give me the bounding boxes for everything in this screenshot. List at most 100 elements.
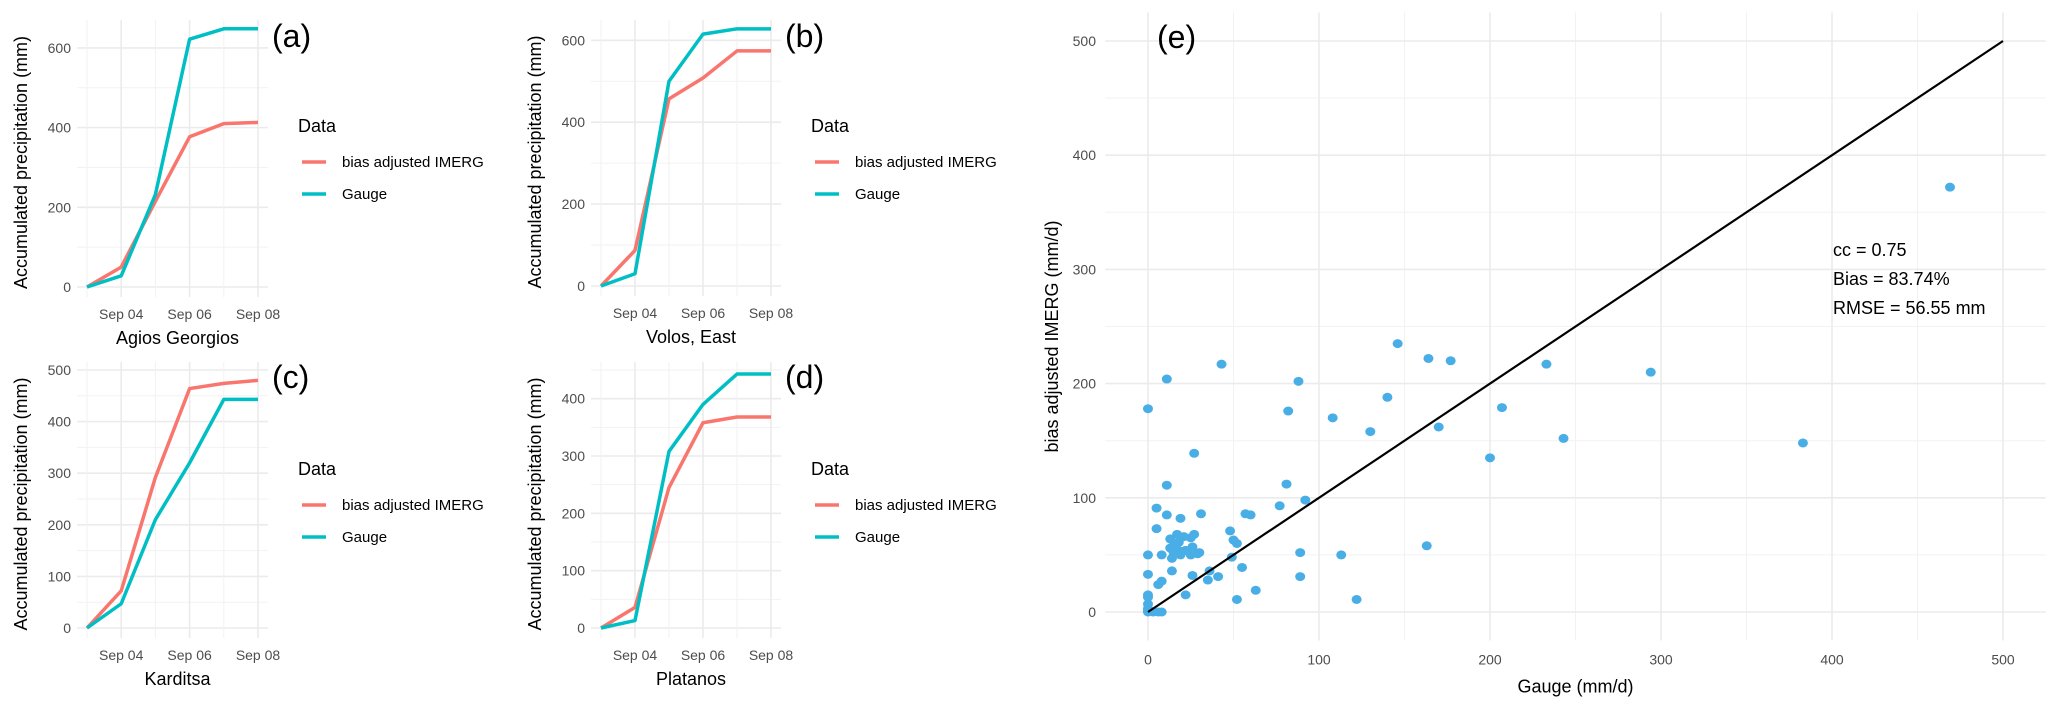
scatter-point bbox=[1225, 526, 1236, 536]
legend-label-imerg: bias adjusted IMERG bbox=[855, 497, 997, 514]
x-tick-label: Sep 06 bbox=[167, 306, 212, 322]
scatter-point bbox=[1295, 572, 1306, 582]
scatter-point bbox=[1327, 413, 1338, 423]
y-tick-label: 0 bbox=[577, 278, 585, 294]
panel-b-accumulated-volos-east: 0 200 400 600 Sep 04 Sep 06 Sep 08 Volos, East A… bbox=[525, 18, 997, 347]
y-tick-label: 0 bbox=[63, 279, 71, 295]
scatter-point bbox=[1392, 339, 1403, 349]
x-tick-label: Sep 08 bbox=[749, 305, 794, 321]
scatter-point bbox=[1231, 594, 1242, 604]
panel-label: (a) bbox=[272, 18, 311, 54]
scatter-point bbox=[1202, 575, 1213, 585]
series-line-gauge bbox=[600, 372, 771, 630]
series-line-gauge bbox=[86, 27, 258, 289]
scatter-point bbox=[1351, 594, 1362, 604]
scatter-point bbox=[1161, 510, 1172, 520]
scatter-point bbox=[1541, 359, 1552, 369]
scatter-point bbox=[1161, 480, 1172, 490]
scatter-point bbox=[1445, 356, 1456, 366]
x-tick-label: Sep 04 bbox=[99, 647, 144, 663]
legend-label-gauge: Gauge bbox=[855, 529, 900, 546]
y-tick-label: 100 bbox=[48, 568, 72, 584]
scatter-point bbox=[1250, 585, 1261, 595]
panel-label: (e) bbox=[1157, 19, 1196, 55]
panel-a-accumulated-agios-georgios: 0 200 400 600 Sep 04 Sep 06 Sep 08 Agios Georgi… bbox=[11, 18, 484, 348]
scatter-point bbox=[1558, 433, 1569, 443]
legend-label-imerg: bias adjusted IMERG bbox=[342, 497, 484, 514]
legend-label-gauge: Gauge bbox=[342, 529, 387, 546]
scatter-point bbox=[1423, 353, 1434, 363]
scatter-point bbox=[1421, 541, 1432, 551]
x-axis-title: Gauge (mm/d) bbox=[1517, 677, 1633, 697]
legend-label-gauge: Gauge bbox=[342, 186, 387, 203]
x-axis-title: Platanos bbox=[656, 669, 726, 689]
x-tick-label: 300 bbox=[1649, 652, 1673, 668]
panel-c-accumulated-karditsa: 0 100 200 300 400 500 Sep 04 Sep 06 Sep 08 Kardit… bbox=[11, 359, 484, 689]
y-tick-label: 0 bbox=[577, 620, 585, 636]
x-tick-label: 400 bbox=[1820, 652, 1844, 668]
y-tick-label: 600 bbox=[562, 32, 586, 48]
scatter-point bbox=[1382, 392, 1393, 402]
scatter-point bbox=[1283, 406, 1294, 416]
legend-title: Data bbox=[298, 116, 337, 136]
scatter-point bbox=[1156, 576, 1167, 586]
scatter-point bbox=[1194, 548, 1205, 558]
x-tick-label: 0 bbox=[1144, 652, 1152, 668]
series-line-imerg bbox=[600, 415, 771, 630]
x-tick-label: Sep 08 bbox=[236, 647, 281, 663]
scatter-point bbox=[1295, 548, 1306, 558]
scatter-point bbox=[1189, 529, 1200, 539]
scatter-point bbox=[1175, 513, 1186, 523]
scatter-point bbox=[1187, 570, 1198, 580]
y-tick-label: 100 bbox=[562, 563, 586, 579]
x-axis-title: Volos, East bbox=[646, 327, 736, 347]
scatter-point bbox=[1143, 404, 1153, 414]
legend-title: Data bbox=[298, 459, 337, 479]
scatter-point bbox=[1797, 438, 1808, 448]
panel-label: (b) bbox=[785, 18, 824, 54]
y-axis-title: Accumulated precipitation (mm) bbox=[525, 377, 545, 630]
y-tick-label: 400 bbox=[48, 414, 72, 430]
scatter-point bbox=[1143, 550, 1153, 560]
scatter-point bbox=[1293, 376, 1304, 386]
x-tick-label: Sep 06 bbox=[681, 305, 726, 321]
y-axis-title: Accumulated precipitation (mm) bbox=[11, 377, 31, 630]
y-tick-label: 400 bbox=[562, 114, 586, 130]
y-tick-label: 200 bbox=[48, 517, 72, 533]
x-tick-label: Sep 04 bbox=[613, 305, 658, 321]
scatter-point bbox=[1237, 562, 1248, 572]
y-tick-label: 300 bbox=[1073, 261, 1097, 277]
legend-label-imerg: bias adjusted IMERG bbox=[855, 154, 997, 171]
scatter-point bbox=[1231, 538, 1242, 548]
scatter-point bbox=[1944, 182, 1955, 192]
scatter-point bbox=[1189, 448, 1200, 458]
x-tick-label: Sep 08 bbox=[236, 306, 281, 322]
series-line-imerg bbox=[85, 378, 259, 630]
panel-label: (c) bbox=[272, 359, 309, 395]
y-tick-label: 400 bbox=[1073, 147, 1097, 163]
scatter-point bbox=[1485, 453, 1495, 463]
annotation-cc: cc = 0.75 bbox=[1833, 240, 1907, 260]
identity-line bbox=[1147, 40, 2004, 613]
x-tick-label: Sep 06 bbox=[681, 647, 726, 663]
scatter-point bbox=[1213, 572, 1224, 582]
scatter-point bbox=[1166, 566, 1177, 576]
scatter-point bbox=[1143, 569, 1153, 579]
panel-e-scatter-gauge-vs-imerg: 0 100 200 300 400 500 0 100 200 300 400 500 Gauge (m… bbox=[1042, 12, 2046, 697]
panel-label: (d) bbox=[785, 359, 824, 395]
x-tick-label: Sep 06 bbox=[167, 647, 212, 663]
legend-label-imerg: bias adjusted IMERG bbox=[342, 154, 484, 171]
scatter-point bbox=[1496, 403, 1507, 413]
series-line-imerg bbox=[86, 120, 259, 289]
x-tick-label: Sep 04 bbox=[99, 306, 144, 322]
x-axis-title: Karditsa bbox=[144, 669, 211, 689]
x-tick-label: 200 bbox=[1478, 652, 1502, 668]
y-axis-title: Accumulated precipitation (mm) bbox=[11, 36, 31, 289]
scatter-point bbox=[1433, 422, 1444, 432]
scatter-point bbox=[1300, 495, 1311, 505]
x-tick-label: 500 bbox=[1991, 652, 2015, 668]
scatter-point bbox=[1165, 534, 1176, 544]
y-tick-label: 0 bbox=[1088, 604, 1096, 620]
series-line-imerg bbox=[599, 49, 771, 288]
y-tick-label: 200 bbox=[1073, 376, 1097, 392]
